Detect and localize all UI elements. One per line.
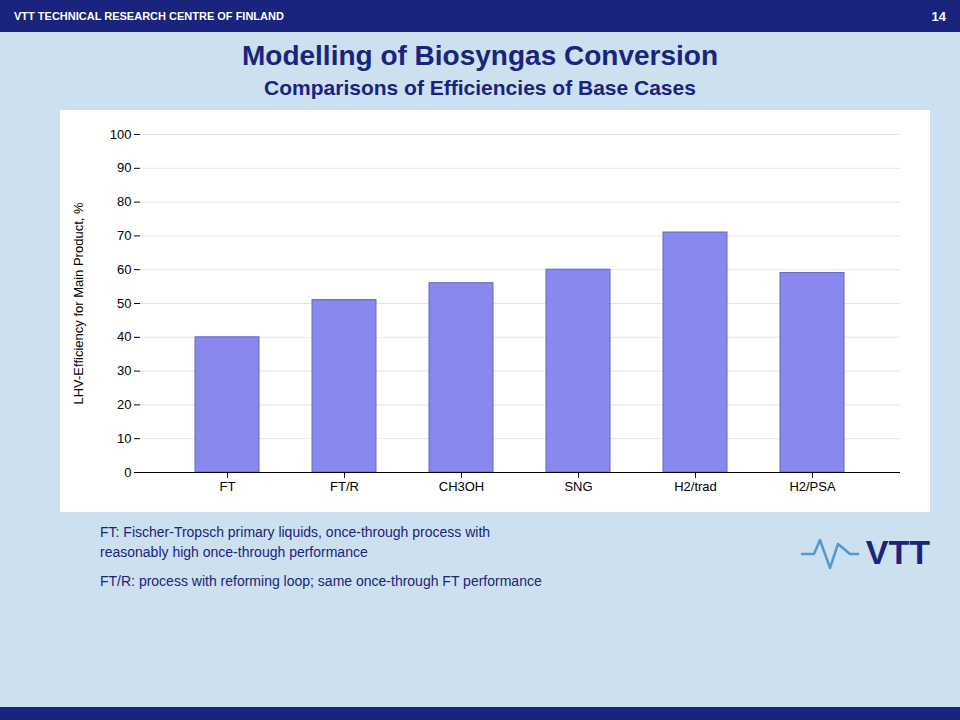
svg-text:FT/R: FT/R [330, 479, 359, 494]
svg-text:H2/PSA: H2/PSA [789, 479, 836, 494]
svg-text:LHV-Efficiency for Main Produc: LHV-Efficiency for Main Product, % [71, 202, 86, 405]
svg-text:100: 100 [110, 127, 132, 142]
svg-text:50: 50 [117, 296, 131, 311]
svg-text:0: 0 [124, 465, 131, 480]
svg-text:80: 80 [117, 194, 131, 209]
svg-text:60: 60 [117, 262, 131, 277]
svg-text:30: 30 [117, 363, 131, 378]
html-text:VTT TECHNICAL RESEARCH CENTRE: VTT TECHNICAL RESEARCH CENTRE OF FINLAND [14, 10, 284, 22]
svg-text:FT: FT [220, 479, 236, 494]
svg-text:H2/trad: H2/trad [674, 479, 717, 494]
svg-text:90: 90 [117, 160, 131, 175]
html-text:Comparisons of Efficiencies of: Comparisons of Efficiencies of Base Case… [264, 76, 696, 99]
svg-text:20: 20 [117, 397, 131, 412]
svg-text:40: 40 [117, 329, 131, 344]
svg-text:70: 70 [117, 228, 131, 243]
html-text:Modelling of Biosyngas Convers: Modelling of Biosyngas Conversion [242, 40, 718, 71]
svg-text:10: 10 [117, 431, 131, 446]
html-text:FT: Fischer-Tropsch primary li: FT: Fischer-Tropsch primary liquids, onc… [100, 524, 491, 540]
html-text:14: 14 [931, 8, 946, 24]
html-text:reasonably high once-through p: reasonably high once-through performance [100, 544, 368, 561]
svg-text:CH3OH: CH3OH [439, 479, 485, 494]
svg-text:SNG: SNG [564, 479, 592, 494]
html-text:FT/R: process with reforming l: FT/R: process with reforming loop; same … [100, 572, 542, 589]
html-text:VTT: VTT [865, 532, 930, 571]
